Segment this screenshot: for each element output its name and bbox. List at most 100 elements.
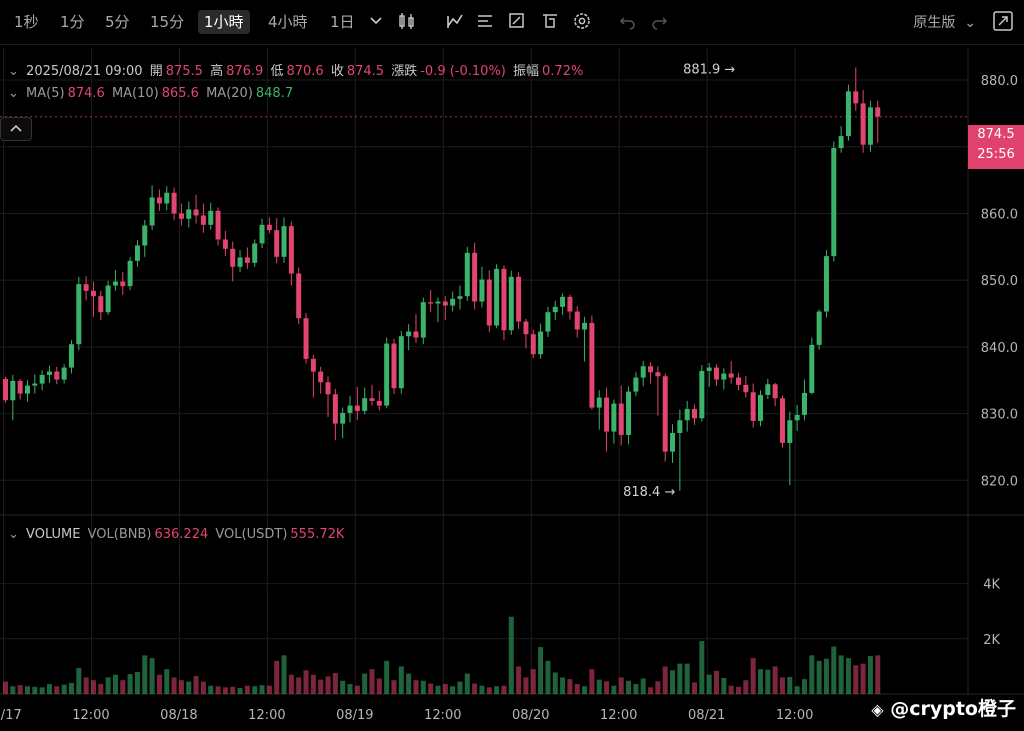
template-icon[interactable] — [539, 9, 561, 33]
volume-bar — [626, 680, 632, 694]
volume-bar — [215, 686, 221, 694]
toolbar: 1秒 1分 5分 15分 1小時 4小時 1日 原生版 ⌄ — [0, 0, 1024, 45]
current-price: 874.5 — [977, 127, 1015, 142]
candle-body — [464, 252, 470, 297]
candle-body — [765, 384, 771, 395]
volume-bar — [801, 679, 807, 694]
volume-bar — [472, 683, 478, 694]
expand-icon[interactable] — [992, 10, 1014, 32]
candle-countdown: 25:56 — [977, 147, 1015, 162]
candle-body — [325, 382, 331, 395]
volume-bar — [640, 678, 646, 694]
x-axis-tick-label: 08/20 — [512, 708, 549, 723]
x-axis-tick-label: 12:00 — [248, 708, 285, 723]
candle-body — [684, 408, 690, 421]
candle-body — [24, 385, 30, 394]
volume-bar — [3, 681, 8, 694]
undo-icon[interactable] — [617, 9, 639, 33]
volume-bar — [252, 686, 258, 694]
volume-bar — [391, 680, 397, 694]
candle-body — [692, 408, 698, 419]
volume-bar — [589, 669, 595, 694]
candle-body — [149, 197, 155, 226]
volume-bar — [853, 665, 859, 694]
close-label: 收 — [330, 64, 344, 79]
candle-body — [736, 377, 741, 385]
lines-icon[interactable] — [474, 9, 496, 33]
candle-body — [772, 384, 778, 399]
timeframe-1d[interactable]: 1日 — [330, 13, 355, 31]
close-value: 874.5 — [346, 64, 385, 79]
timeframe-1s[interactable]: 1秒 — [14, 13, 39, 31]
candle-body — [406, 331, 412, 337]
candle-body — [171, 192, 177, 214]
gear-icon[interactable] — [571, 9, 593, 33]
timeframe-1m[interactable]: 1分 — [60, 13, 85, 31]
candle-body — [479, 279, 485, 302]
timeframe-1h[interactable]: 1小時 — [198, 10, 250, 34]
y-axis-tick-label: 830.0 — [981, 408, 1018, 423]
candle-body — [310, 358, 316, 372]
volume-bar — [120, 680, 126, 694]
candle-body — [823, 256, 829, 312]
change-label: 漲跌 — [391, 64, 418, 79]
volume-bar — [457, 681, 463, 694]
candle-body — [677, 420, 683, 433]
volume-bar — [574, 684, 580, 694]
theme-selector[interactable]: 原生版 ⌄ — [913, 15, 976, 31]
timeframe-4h[interactable]: 4小時 — [268, 13, 308, 31]
candle-body — [39, 374, 45, 384]
candle-body — [582, 322, 588, 330]
candle-body — [32, 383, 38, 386]
volume-bar — [156, 674, 162, 694]
volume-bar — [867, 655, 873, 694]
volume-bar — [765, 669, 771, 694]
volume-bar — [633, 684, 639, 694]
chevron-down-icon[interactable] — [365, 9, 387, 33]
candle-body — [68, 344, 74, 368]
candle-body — [875, 107, 881, 117]
candle-body — [757, 394, 763, 421]
candle-body — [76, 284, 82, 345]
volume-bar — [516, 666, 522, 694]
collapse-legend-button[interactable] — [0, 117, 32, 141]
candle-body — [413, 331, 419, 338]
volume-bar — [362, 673, 368, 694]
volume-bar — [501, 685, 507, 694]
candle-body — [54, 371, 60, 380]
ohlc-collapse-icon[interactable]: ⌄ — [8, 64, 19, 79]
volume-bar — [714, 670, 720, 694]
drawing-icon[interactable] — [506, 9, 528, 33]
indicator-icon[interactable] — [444, 9, 466, 33]
ma-collapse-icon[interactable]: ⌄ — [8, 86, 19, 101]
candle-body — [743, 384, 749, 393]
x-axis-tick-label: 08/18 — [160, 708, 197, 723]
volume-bar — [398, 666, 404, 694]
candle-body — [618, 403, 624, 435]
y-axis-tick-label: 880.0 — [981, 74, 1018, 89]
candle-body — [164, 192, 170, 204]
candle-type-icon[interactable] — [396, 9, 418, 33]
candle-body — [420, 302, 426, 338]
candle-body — [494, 268, 500, 326]
timeframe-15m[interactable]: 15分 — [150, 13, 185, 31]
candle-body — [362, 398, 368, 411]
x-axis-tick-label: 08/17 — [0, 708, 22, 723]
x-axis-tick-label: 08/19 — [336, 708, 373, 723]
redo-icon[interactable] — [648, 9, 670, 33]
candle-body — [354, 405, 360, 411]
volume-collapse-icon[interactable]: ⌄ — [8, 527, 19, 542]
volume-bar — [611, 685, 617, 694]
candle-body — [867, 107, 873, 145]
y-axis-tick-label: 850.0 — [981, 274, 1018, 289]
volume-bar — [354, 685, 360, 694]
candle-body — [516, 276, 522, 322]
candle-body — [142, 225, 148, 246]
x-axis-tick-label: 12:00 — [776, 708, 813, 723]
timeframe-5m[interactable]: 5分 — [105, 13, 130, 31]
volume-bar — [413, 680, 419, 694]
volume-bar — [728, 685, 734, 694]
volume-bar — [149, 658, 155, 694]
x-axis-tick-label: 12:00 — [600, 708, 637, 723]
